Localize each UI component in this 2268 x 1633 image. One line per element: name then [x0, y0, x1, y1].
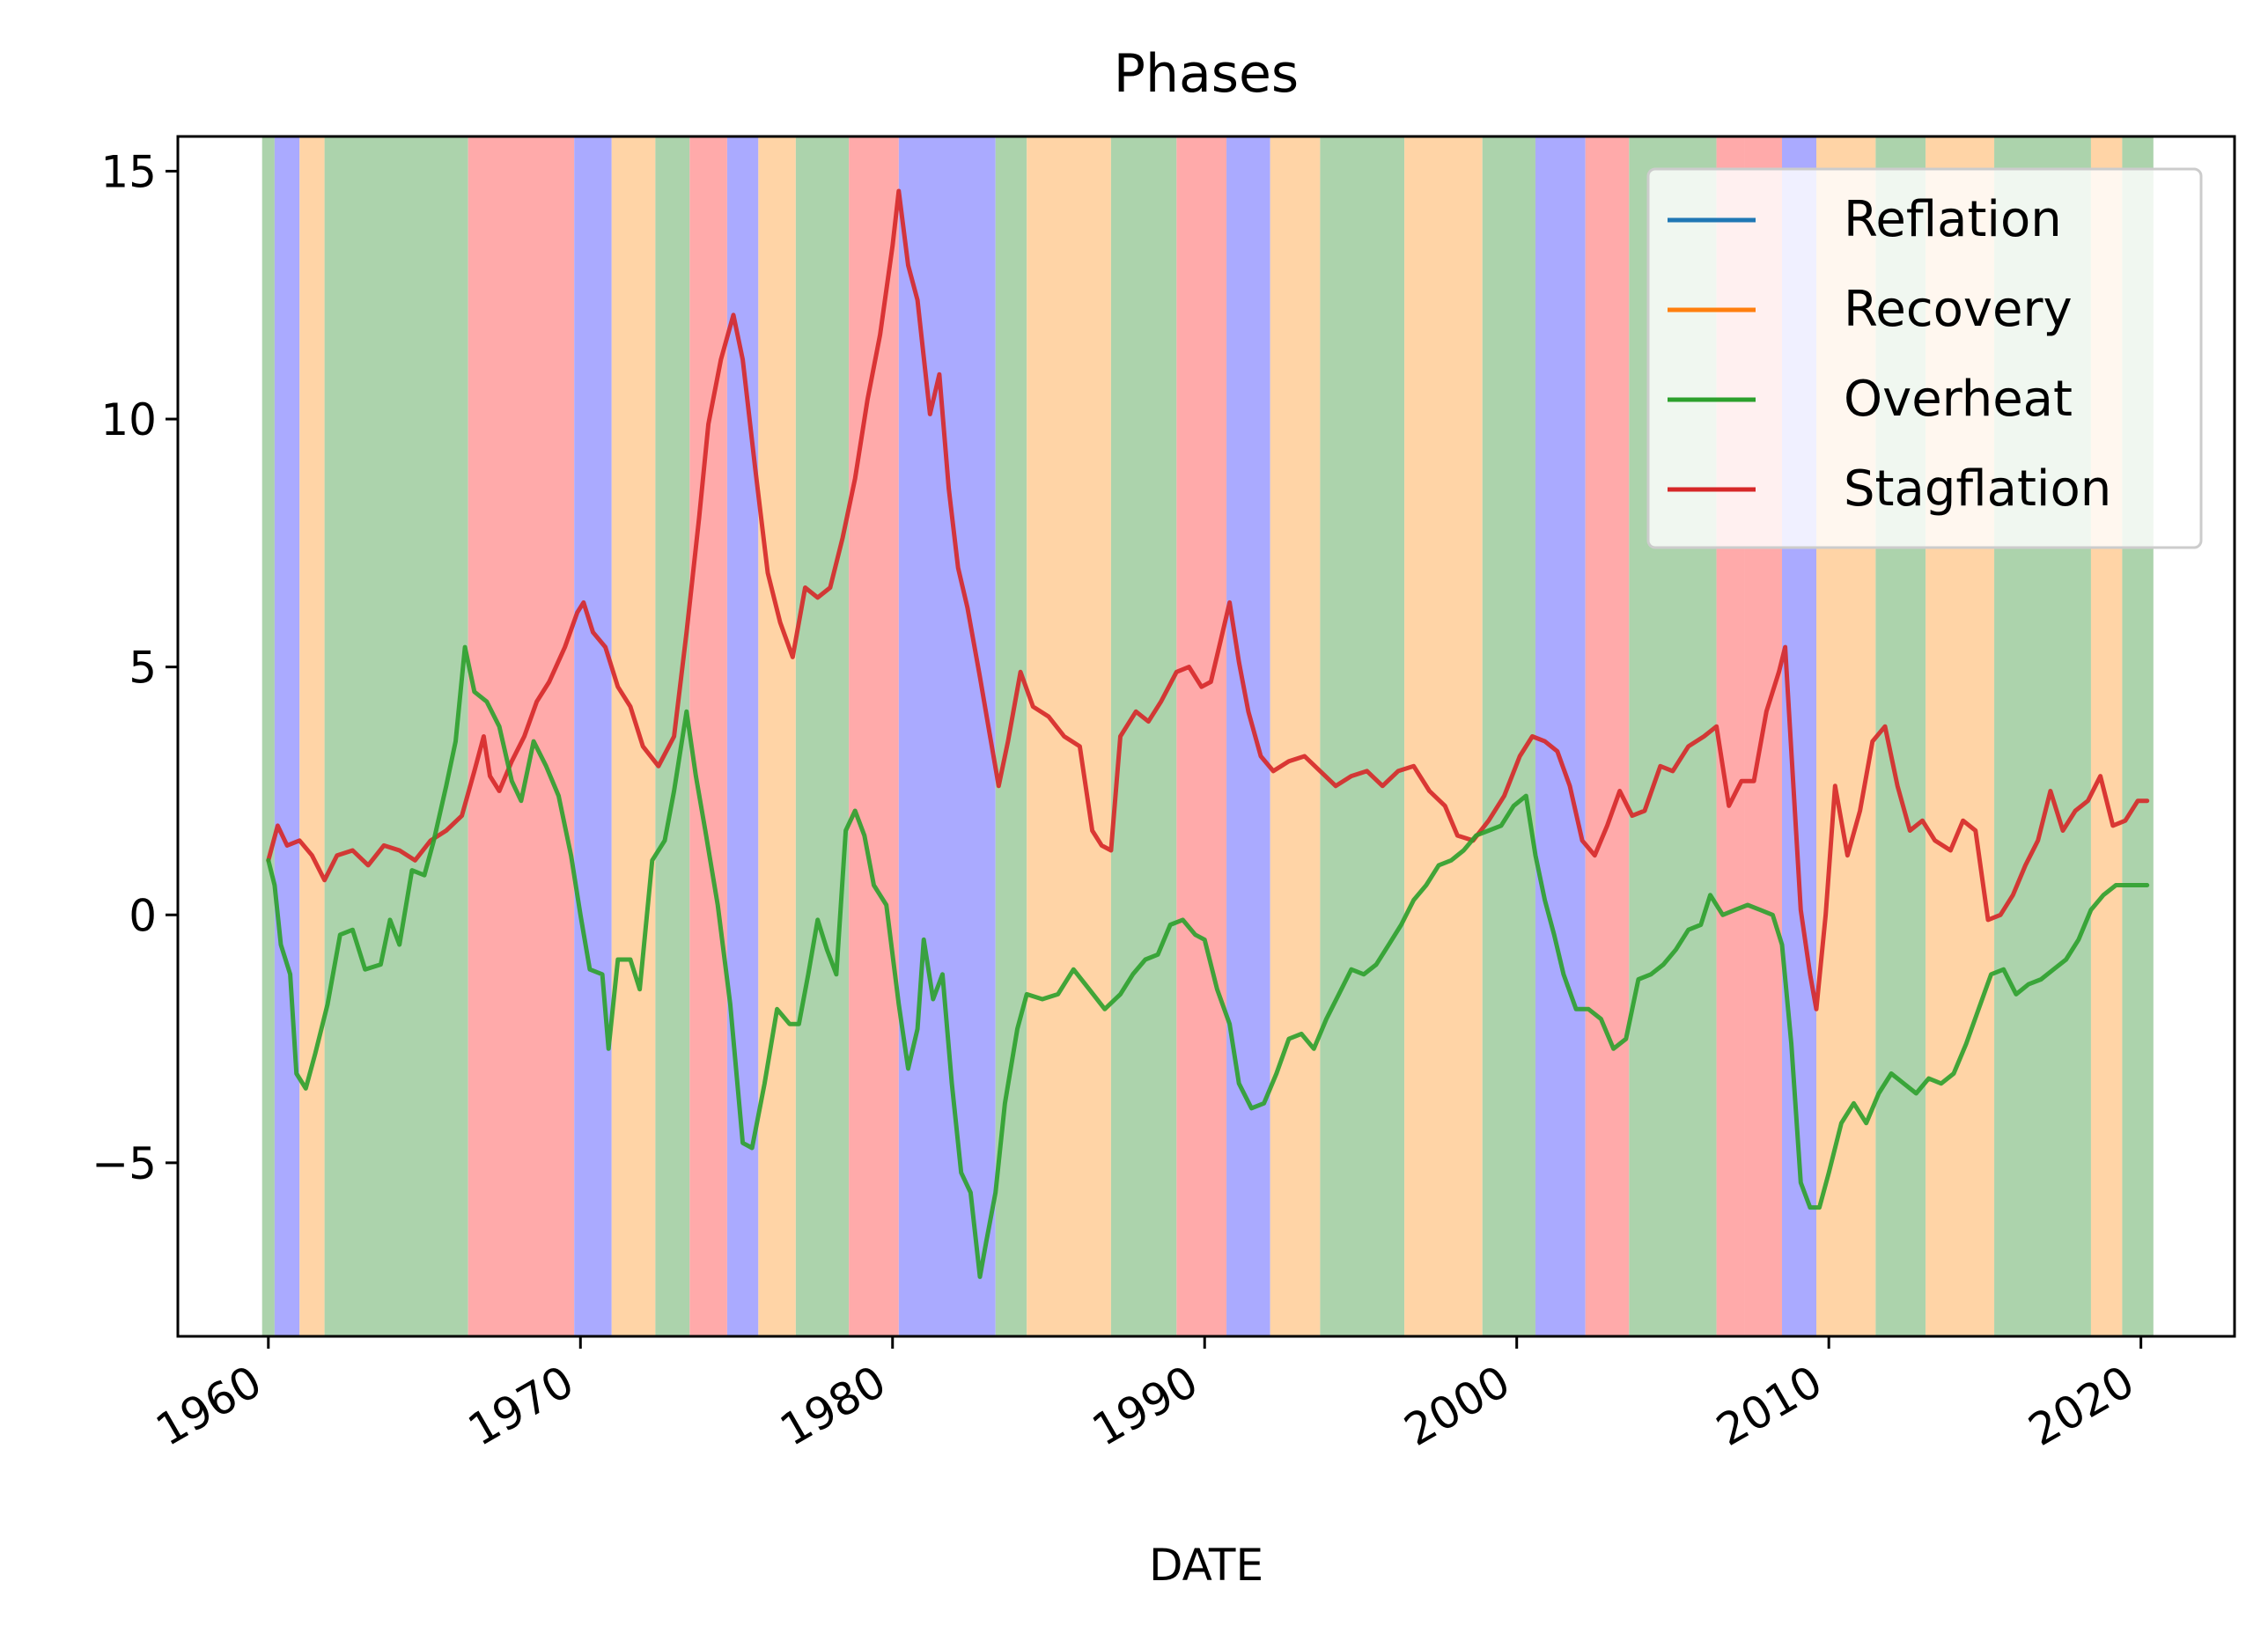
legend-label: Overheat	[1844, 371, 2073, 428]
x-tick-label: 2000	[1396, 1356, 1519, 1456]
phase-band-stagflation	[849, 136, 899, 1336]
legend-label: Reflation	[1844, 191, 2062, 248]
y-tick-label: −5	[92, 1138, 157, 1189]
y-tick-label: 5	[129, 643, 157, 694]
x-tick-label: 1960	[148, 1356, 270, 1456]
y-axis: −5 0 5 10 15	[92, 146, 178, 1189]
phase-band-stagflation	[1176, 136, 1227, 1336]
x-axis: 1960 1970 1980 1990 2000 2010 2020	[148, 1336, 2143, 1456]
phase-band-reflation	[898, 136, 996, 1336]
y-tick-label: 0	[129, 890, 157, 941]
legend-label: Stagflation	[1844, 460, 2111, 518]
legend-label: Recovery	[1844, 281, 2073, 338]
phase-band-recovery	[1270, 136, 1321, 1336]
phase-band-reflation	[274, 136, 300, 1336]
phase-band-overheat	[1482, 136, 1535, 1336]
series-lines	[266, 188, 2150, 1279]
y-tick-label: 15	[100, 146, 157, 197]
y-tick-label: 10	[100, 394, 157, 445]
phase-band-reflation	[1226, 136, 1270, 1336]
x-tick-label: 1980	[772, 1356, 895, 1456]
phase-band-recovery	[1404, 136, 1483, 1336]
phase-band-recovery	[1027, 136, 1111, 1336]
phase-band-recovery	[611, 136, 656, 1336]
legend: Reflation Recovery Overheat Stagflation	[1646, 167, 2203, 549]
phase-band-reflation	[1535, 136, 1586, 1336]
phase-band-overheat	[795, 136, 850, 1336]
phase-band-stagflation	[1585, 136, 1630, 1336]
series-line-overheat	[266, 644, 2150, 1279]
x-tick-label: 2020	[2020, 1356, 2142, 1456]
phase-band-overheat	[324, 136, 468, 1336]
phase-band-overheat	[1320, 136, 1405, 1336]
series-line-stagflation	[266, 188, 2150, 1011]
legend-box	[1646, 167, 2203, 549]
x-tick-label: 2010	[1708, 1356, 1830, 1456]
x-tick-label: 1970	[460, 1356, 582, 1456]
phase-band-stagflation	[689, 136, 727, 1336]
x-tick-label: 1990	[1084, 1356, 1206, 1456]
phase-band-recovery	[299, 136, 325, 1336]
phase-band-overheat	[261, 136, 275, 1336]
plot-frame	[176, 135, 2236, 1338]
chart-title: Phases	[1114, 43, 1299, 105]
x-axis-label: DATE	[1149, 1540, 1263, 1591]
phase-band-reflation	[574, 136, 612, 1336]
phase-band-recovery	[758, 136, 796, 1336]
